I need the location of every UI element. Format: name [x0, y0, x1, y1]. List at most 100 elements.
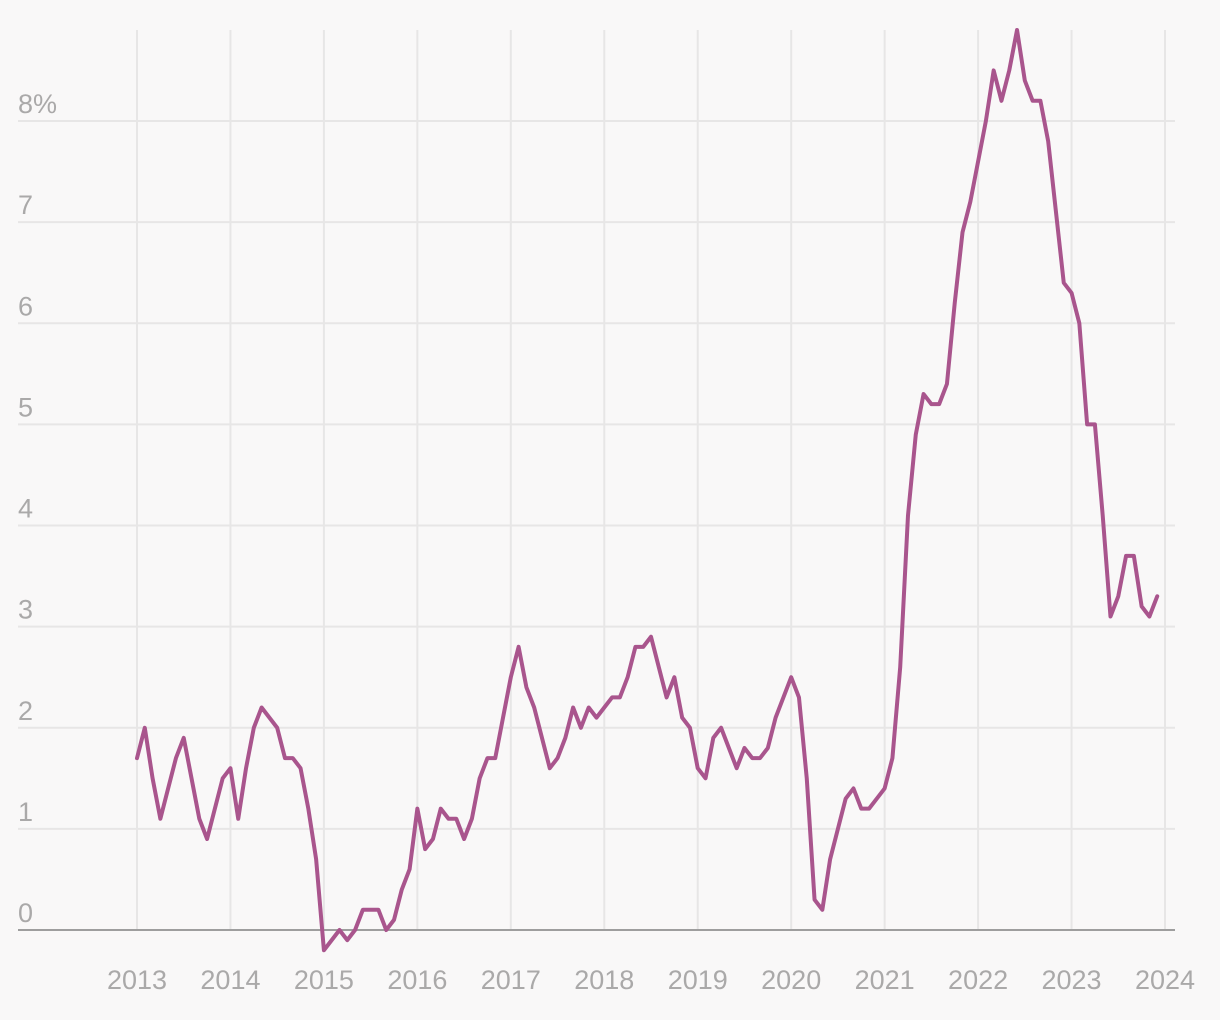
data-point [423, 847, 428, 852]
data-point [625, 675, 630, 680]
data-point [765, 745, 770, 750]
data-point [399, 887, 404, 892]
y-tick-label: 4 [18, 494, 33, 524]
data-point [578, 725, 583, 730]
data-point [1053, 210, 1058, 215]
data-point [1092, 422, 1097, 427]
data-point [197, 816, 202, 821]
data-point [1069, 290, 1074, 295]
data-point [812, 897, 817, 902]
data-point [773, 715, 778, 720]
x-tick-label: 2022 [948, 965, 1008, 995]
y-tick-label: 1 [18, 797, 33, 827]
data-point [290, 756, 295, 761]
data-point [687, 725, 692, 730]
data-point [1077, 321, 1082, 326]
data-point [384, 928, 389, 933]
data-point [1046, 139, 1051, 144]
data-point [913, 432, 918, 437]
data-point [1022, 78, 1027, 83]
data-point [485, 756, 490, 761]
y-tick-label: 8% [18, 89, 57, 119]
data-point [898, 665, 903, 670]
data-point [353, 928, 358, 933]
data-point [976, 159, 981, 164]
data-point [228, 766, 233, 771]
x-tick-label: 2023 [1042, 965, 1102, 995]
x-tick-label: 2018 [574, 965, 634, 995]
data-point [368, 907, 373, 912]
data-point [1085, 422, 1090, 427]
x-tick-label: 2019 [668, 965, 728, 995]
data-point [750, 756, 755, 761]
data-point [828, 857, 833, 862]
x-tick-label: 2017 [481, 965, 541, 995]
data-point [571, 705, 576, 710]
x-tick-label: 2016 [387, 965, 447, 995]
data-point [173, 756, 178, 761]
data-point [1038, 98, 1043, 103]
y-tick-label: 5 [18, 392, 33, 422]
data-point [656, 665, 661, 670]
data-point [610, 695, 615, 700]
data-point [944, 381, 949, 386]
data-point [244, 766, 249, 771]
y-gridlines [18, 120, 1175, 830]
data-point [726, 745, 731, 750]
data-point [524, 685, 529, 690]
data-point [430, 836, 435, 841]
data-point [516, 644, 521, 649]
data-point [952, 301, 957, 306]
data-point [259, 705, 264, 710]
data-point [602, 705, 607, 710]
x-tick-label: 2015 [294, 965, 354, 995]
data-point [298, 766, 303, 771]
y-tick-label: 6 [18, 291, 33, 321]
data-point [719, 725, 724, 730]
data-point [251, 725, 256, 730]
data-point [321, 948, 326, 953]
data-point [493, 756, 498, 761]
y-axis-tick-labels: 0 1 2 3 4 5 6 7 8% [18, 89, 57, 928]
data-point [282, 756, 287, 761]
data-point [135, 756, 140, 761]
data-point [835, 826, 840, 831]
data-point [968, 199, 973, 204]
data-point [469, 816, 474, 821]
data-point [906, 513, 911, 518]
data-point [1124, 553, 1129, 558]
data-point [680, 715, 685, 720]
data-point [937, 402, 942, 407]
data-point [1015, 27, 1020, 32]
data-point [594, 715, 599, 720]
data-point [991, 68, 996, 73]
data-point [477, 776, 482, 781]
y-tick-label: 7 [18, 190, 33, 220]
data-point [1147, 614, 1152, 619]
data-point [820, 907, 825, 912]
data-point [337, 928, 342, 933]
series-layer [135, 27, 1160, 953]
data-point [617, 695, 622, 700]
data-point [275, 725, 280, 730]
data-point [1061, 280, 1066, 285]
x-gridlines [136, 30, 1166, 930]
series-points [135, 27, 1160, 952]
data-point [929, 402, 934, 407]
data-point [415, 806, 420, 811]
x-tick-label: 2020 [761, 965, 821, 995]
data-point [236, 816, 241, 821]
data-point [882, 786, 887, 791]
data-point [454, 816, 459, 821]
data-point [142, 725, 147, 730]
data-point [874, 796, 879, 801]
data-point [345, 938, 350, 943]
data-point [446, 816, 451, 821]
data-point [1100, 513, 1105, 518]
y-tick-label: 2 [18, 696, 33, 726]
data-point [508, 675, 513, 680]
data-point [1139, 604, 1144, 609]
data-point [314, 857, 319, 862]
data-point [539, 735, 544, 740]
x-tick-label: 2014 [200, 965, 260, 995]
